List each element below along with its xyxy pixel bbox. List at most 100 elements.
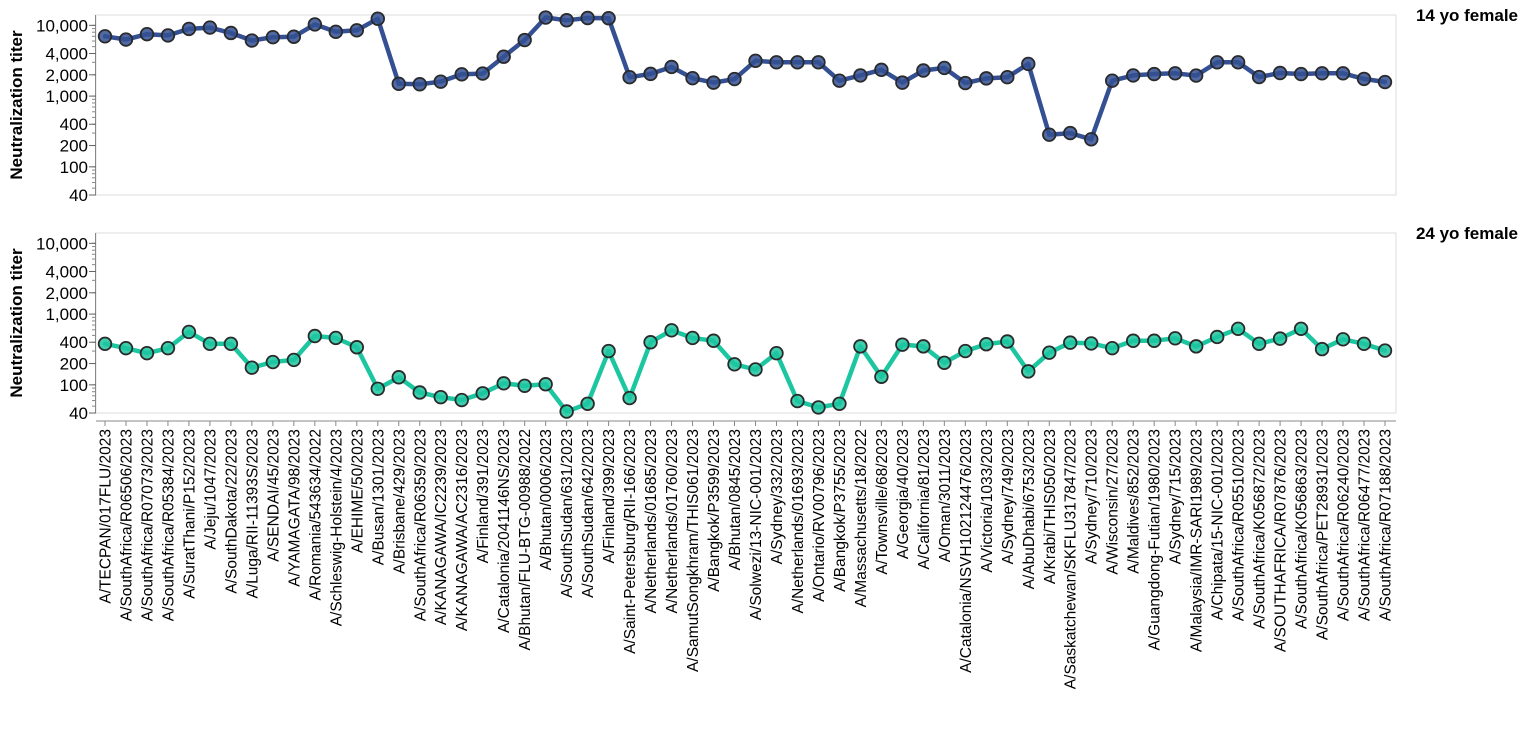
data-point [496,376,511,391]
data-point [769,346,784,361]
x-tick-label: A/Jeju/1047/2023 [202,429,219,550]
data-point [391,76,406,92]
data-point [433,389,448,405]
y-tick-label: 10,000 [36,234,88,253]
data-point [517,32,532,48]
data-point [601,343,616,359]
data-point [1377,343,1393,358]
data-point [139,26,155,42]
data-point [979,71,994,86]
x-tick-label: A/Netherlands/01685/2023 [643,429,660,613]
data-point [1125,68,1141,83]
y-tick-label: 2,000 [45,284,88,303]
data-point [328,330,344,346]
data-point [1042,127,1057,142]
data-point [748,362,763,377]
data-point [727,357,742,372]
data-point [454,392,469,408]
x-tick-label: A/SouthAfrica/K056863/2023 [1294,429,1311,629]
data-point [580,10,595,26]
data-point [1167,331,1183,346]
data-point [202,336,218,352]
y-axis-label: Neutralization titer [7,30,26,180]
data-point [958,75,973,91]
x-tick-label: A/SouthAfrica/R05384/2023 [161,429,178,621]
series-title: 24 yo female [1416,224,1518,243]
x-tick-label: A/SuratThani/P152/2023 [181,429,198,599]
data-point [664,323,679,338]
data-point [1146,66,1162,82]
data-point [202,20,218,35]
data-point [1251,336,1267,352]
y-tick-label: 1,000 [45,87,88,106]
data-point [643,335,658,350]
x-tick-label: A/SouthSudan/631/2023 [559,429,576,598]
x-tick-label: A/SouthAfrica/R06240/2023 [1336,429,1353,621]
data-point [559,404,574,419]
data-point [853,339,868,354]
data-point [1063,335,1078,350]
data-point [790,55,805,70]
data-point [160,28,176,43]
data-point [349,23,365,38]
data-point [412,77,427,92]
data-point [1000,69,1015,85]
data-point [748,53,763,69]
data-point [979,337,994,352]
data-point [685,71,700,86]
x-tick-label: A/EHIME/50/2023 [349,429,366,553]
data-point [1209,329,1225,345]
data-point [286,29,302,44]
x-tick-label: A/Luga/RII-11393S/2023 [244,429,261,598]
data-point [811,55,826,70]
data-point [1251,69,1267,85]
data-point [601,11,616,26]
data-point [769,55,784,70]
x-tick-label: A/SOUTHAFRICA/R07876/2023 [1273,429,1290,652]
data-point [643,66,658,82]
data-point [622,69,637,85]
x-tick-label: A/SouthAfrica/R05510/2023 [1231,429,1248,621]
x-tick-label: A/KANAGAWA/IC2239/2023 [433,429,450,625]
data-point [496,49,511,64]
x-tick-label: A/TECPAN/017FLU/2023 [98,429,115,604]
data-point [139,346,155,361]
y-tick-label: 100 [60,376,88,395]
y-tick-label: 400 [60,115,88,134]
data-point [391,370,406,385]
x-tick-label: A/Saskatchewan/SKFLU317847/2023 [1063,429,1080,689]
x-tick-label: A/Krabi/THIS050/2023 [1042,429,1059,584]
data-point [685,330,700,346]
x-tick-label: A/Saint-Petersburg/RII-166/2023 [622,429,639,654]
x-tick-label: A/California/81/2023 [916,429,933,569]
x-tick-label: A/Solwezi/13-NIC-001/2023 [748,429,765,620]
x-tick-label: A/Sydney/715/2023 [1168,429,1185,564]
data-point [538,377,553,392]
data-point [811,400,826,415]
data-point [790,393,805,409]
data-point [244,33,260,48]
data-point [370,381,385,396]
y-tick-label: 200 [60,355,88,374]
x-tick-label: A/Busan/1301/2023 [370,429,387,565]
data-point [1063,125,1078,141]
data-point [832,396,847,411]
data-point [1000,334,1015,349]
data-point [517,378,532,393]
x-tick-label: A/Georgia/40/2023 [895,429,912,559]
x-tick-label: A/Brisbane/429/2023 [391,429,408,574]
x-tick-label: A/Finland/399/2023 [601,429,618,563]
data-point [1335,332,1351,347]
y-tick-label: 200 [60,137,88,156]
data-point [1230,321,1246,336]
x-tick-label: A/Malaysia/IMR-SARI1989/2023 [1189,429,1206,652]
data-point [1230,55,1246,70]
x-tick-label: A/SouthAfrica/R07188/2023 [1378,429,1395,621]
data-point [1356,336,1372,352]
x-tick-label: A/Sydney/710/2023 [1084,429,1101,564]
data-point [1272,331,1288,346]
data-point [244,360,260,375]
data-point [937,355,952,370]
x-tick-label: A/Schleswig-Holstein/4/2023 [328,429,345,626]
